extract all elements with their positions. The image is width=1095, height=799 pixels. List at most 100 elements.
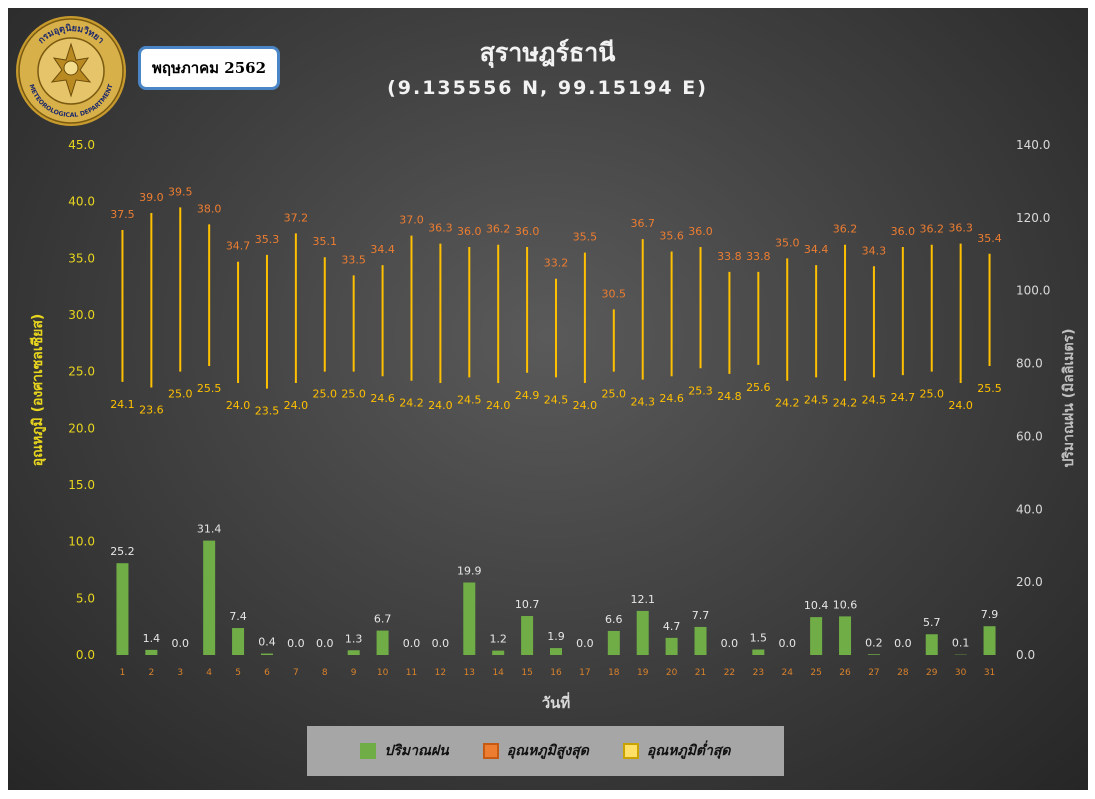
min-temperature-label: 24.7 xyxy=(891,391,916,404)
rainfall-data-label: 0.0 xyxy=(172,637,190,650)
min-temperature-label: 24.3 xyxy=(630,396,655,409)
rainfall-data-label: 0.0 xyxy=(316,637,334,650)
day-tick-label: 6 xyxy=(264,668,270,678)
right-axis-tick-label: 60.0 xyxy=(1016,429,1043,443)
day-tick-label: 4 xyxy=(206,668,212,678)
rainfall-bar xyxy=(752,649,765,655)
min-temperature-label: 24.5 xyxy=(457,393,482,406)
day-tick-label: 9 xyxy=(351,668,357,678)
min-temperature-label: 25.0 xyxy=(919,388,944,401)
day-tick-label: 31 xyxy=(984,668,995,678)
rainfall-bar xyxy=(983,626,996,655)
min-temperature-label: 24.0 xyxy=(573,399,598,412)
min-temperature-label: 24.2 xyxy=(399,397,424,410)
rainfall-bar xyxy=(665,637,678,655)
day-tick-label: 15 xyxy=(521,668,532,678)
max-temperature-label: 35.4 xyxy=(977,232,1002,245)
day-tick-label: 24 xyxy=(781,668,793,678)
rainfall-bar xyxy=(232,628,245,655)
max-temperature-label: 34.7 xyxy=(226,240,251,253)
day-tick-label: 25 xyxy=(810,668,821,678)
day-tick-label: 10 xyxy=(377,668,389,678)
left-axis-tick-label: 0.0 xyxy=(76,648,95,662)
day-tick-label: 29 xyxy=(926,668,938,678)
max-temperature-label: 33.5 xyxy=(341,253,366,266)
day-tick-label: 17 xyxy=(579,668,590,678)
max-temperature-label: 30.5 xyxy=(602,287,627,300)
right-axis-tick-label: 0.0 xyxy=(1016,648,1035,662)
right-axis-tick-label: 40.0 xyxy=(1016,502,1043,516)
day-tick-label: 11 xyxy=(406,668,417,678)
max-temperature-label: 33.8 xyxy=(717,250,742,263)
chart-legend: ปริมาณฝน อุณหภูมิสูงสุด อุณหภูมิต่ำสุด xyxy=(307,726,784,776)
max-temperature-label: 37.5 xyxy=(110,208,135,221)
max-temperature-label: 36.0 xyxy=(688,225,713,238)
max-temperature-label: 33.2 xyxy=(544,257,569,270)
rainfall-data-label: 7.4 xyxy=(229,610,247,623)
rainfall-data-label: 5.7 xyxy=(923,616,941,629)
rainfall-data-label: 1.9 xyxy=(547,630,565,643)
rainfall-bar xyxy=(867,654,880,655)
rainfall-data-label: 0.0 xyxy=(287,637,305,650)
day-tick-label: 23 xyxy=(753,668,764,678)
max-temperature-label: 36.0 xyxy=(891,225,916,238)
max-temperature-label: 34.3 xyxy=(862,244,887,257)
min-temperature-label: 24.0 xyxy=(226,399,251,412)
day-tick-label: 2 xyxy=(148,668,154,678)
legend-label: ปริมาณฝน xyxy=(384,743,449,759)
rainfall-data-label: 10.4 xyxy=(804,599,829,612)
min-temperature-label: 24.8 xyxy=(717,390,742,403)
rainfall-data-label: 0.4 xyxy=(258,636,276,649)
left-axis-tick-label: 35.0 xyxy=(68,251,95,265)
min-temperature-label: 24.0 xyxy=(284,399,309,412)
day-tick-label: 12 xyxy=(435,668,446,678)
rainfall-data-label: 0.0 xyxy=(778,637,796,650)
rainfall-data-label: 0.0 xyxy=(403,637,421,650)
rainfall-data-label: 0.2 xyxy=(865,636,883,649)
day-tick-label: 19 xyxy=(637,668,649,678)
min-temperature-label: 24.9 xyxy=(515,389,540,402)
min-temperature-label: 25.0 xyxy=(313,388,338,401)
min-temperature-label: 25.0 xyxy=(168,388,193,401)
left-axis-tick-label: 5.0 xyxy=(76,591,95,605)
min-temperature-label: 25.0 xyxy=(602,388,627,401)
rainfall-data-label: 31.4 xyxy=(197,523,222,536)
legend-item: อุณหภูมิสูงสุด xyxy=(482,740,589,762)
min-temperature-label: 23.6 xyxy=(139,404,164,417)
min-temperature-label: 25.0 xyxy=(341,388,366,401)
rainfall-data-label: 1.4 xyxy=(143,632,161,645)
day-tick-label: 5 xyxy=(235,668,241,678)
day-tick-label: 8 xyxy=(322,668,328,678)
day-tick-label: 7 xyxy=(293,668,299,678)
left-axis-tick-label: 20.0 xyxy=(68,421,95,435)
rainfall-bar xyxy=(550,648,562,655)
rainfall-data-label: 12.1 xyxy=(630,593,655,606)
max-temperature-label: 35.1 xyxy=(313,235,338,248)
month-label-box: พฤษภาคม 2562 xyxy=(138,46,280,90)
right-axis-tick-label: 140.0 xyxy=(1016,138,1050,152)
rainfall-bar xyxy=(810,617,823,655)
left-axis-tick-label: 15.0 xyxy=(68,478,95,492)
left-axis-tick-label: 40.0 xyxy=(68,195,95,209)
rainfall-data-label: 10.6 xyxy=(833,598,858,611)
rainfall-data-label: 10.7 xyxy=(515,598,540,611)
rainfall-bar xyxy=(203,540,216,655)
rainfall-bar xyxy=(463,582,476,655)
rainfall-data-label: 7.9 xyxy=(981,608,999,621)
right-axis-tick-label: 120.0 xyxy=(1016,211,1050,225)
chart-background xyxy=(8,8,1088,790)
legend-swatch xyxy=(622,743,639,759)
rainfall-bar xyxy=(260,653,273,655)
max-temperature-label: 35.5 xyxy=(573,231,598,244)
min-temperature-label: 25.6 xyxy=(746,381,771,394)
max-temperature-label: 36.3 xyxy=(428,222,453,235)
day-tick-label: 16 xyxy=(550,668,562,678)
min-temperature-label: 24.5 xyxy=(804,393,829,406)
day-tick-label: 14 xyxy=(492,668,504,678)
rainfall-bar xyxy=(839,616,852,655)
rainfall-bar xyxy=(925,634,938,655)
min-temperature-label: 24.2 xyxy=(775,397,800,410)
x-axis-title: วันที่ xyxy=(542,692,571,712)
left-axis-tick-label: 25.0 xyxy=(68,365,95,379)
max-temperature-label: 36.0 xyxy=(457,225,482,238)
